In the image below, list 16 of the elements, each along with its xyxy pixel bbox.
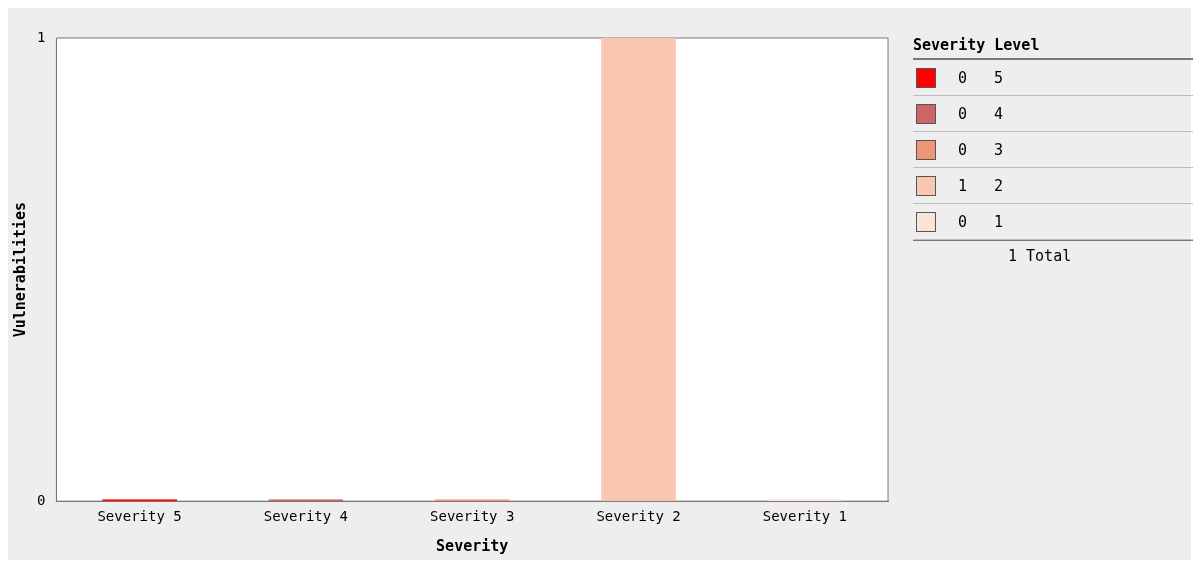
x-axis-title: Severity [436, 536, 509, 555]
x-tick-label: Severity 3 [430, 508, 515, 525]
legend-label: 1 2 [958, 176, 1004, 195]
x-tick-label: Severity 2 [596, 508, 681, 525]
legend-title: Severity Level [913, 36, 1193, 60]
x-tick-label: Severity 4 [263, 508, 349, 525]
legend-label: 0 1 [958, 212, 1004, 231]
y-axis-title: Vulnerabilities [10, 201, 29, 338]
x-tick-label: Severity 5 [97, 508, 182, 525]
legend-label: 0 3 [958, 140, 1004, 159]
text: 1 Total [1007, 247, 1073, 265]
legend-label: 0 4 [958, 104, 1004, 123]
x-tick-label: Severity 1 [762, 508, 847, 525]
y-tick-label: 1 [36, 28, 46, 45]
y-tick-label: 0 [36, 491, 46, 508]
legend-label: 0 5 [958, 68, 1004, 87]
